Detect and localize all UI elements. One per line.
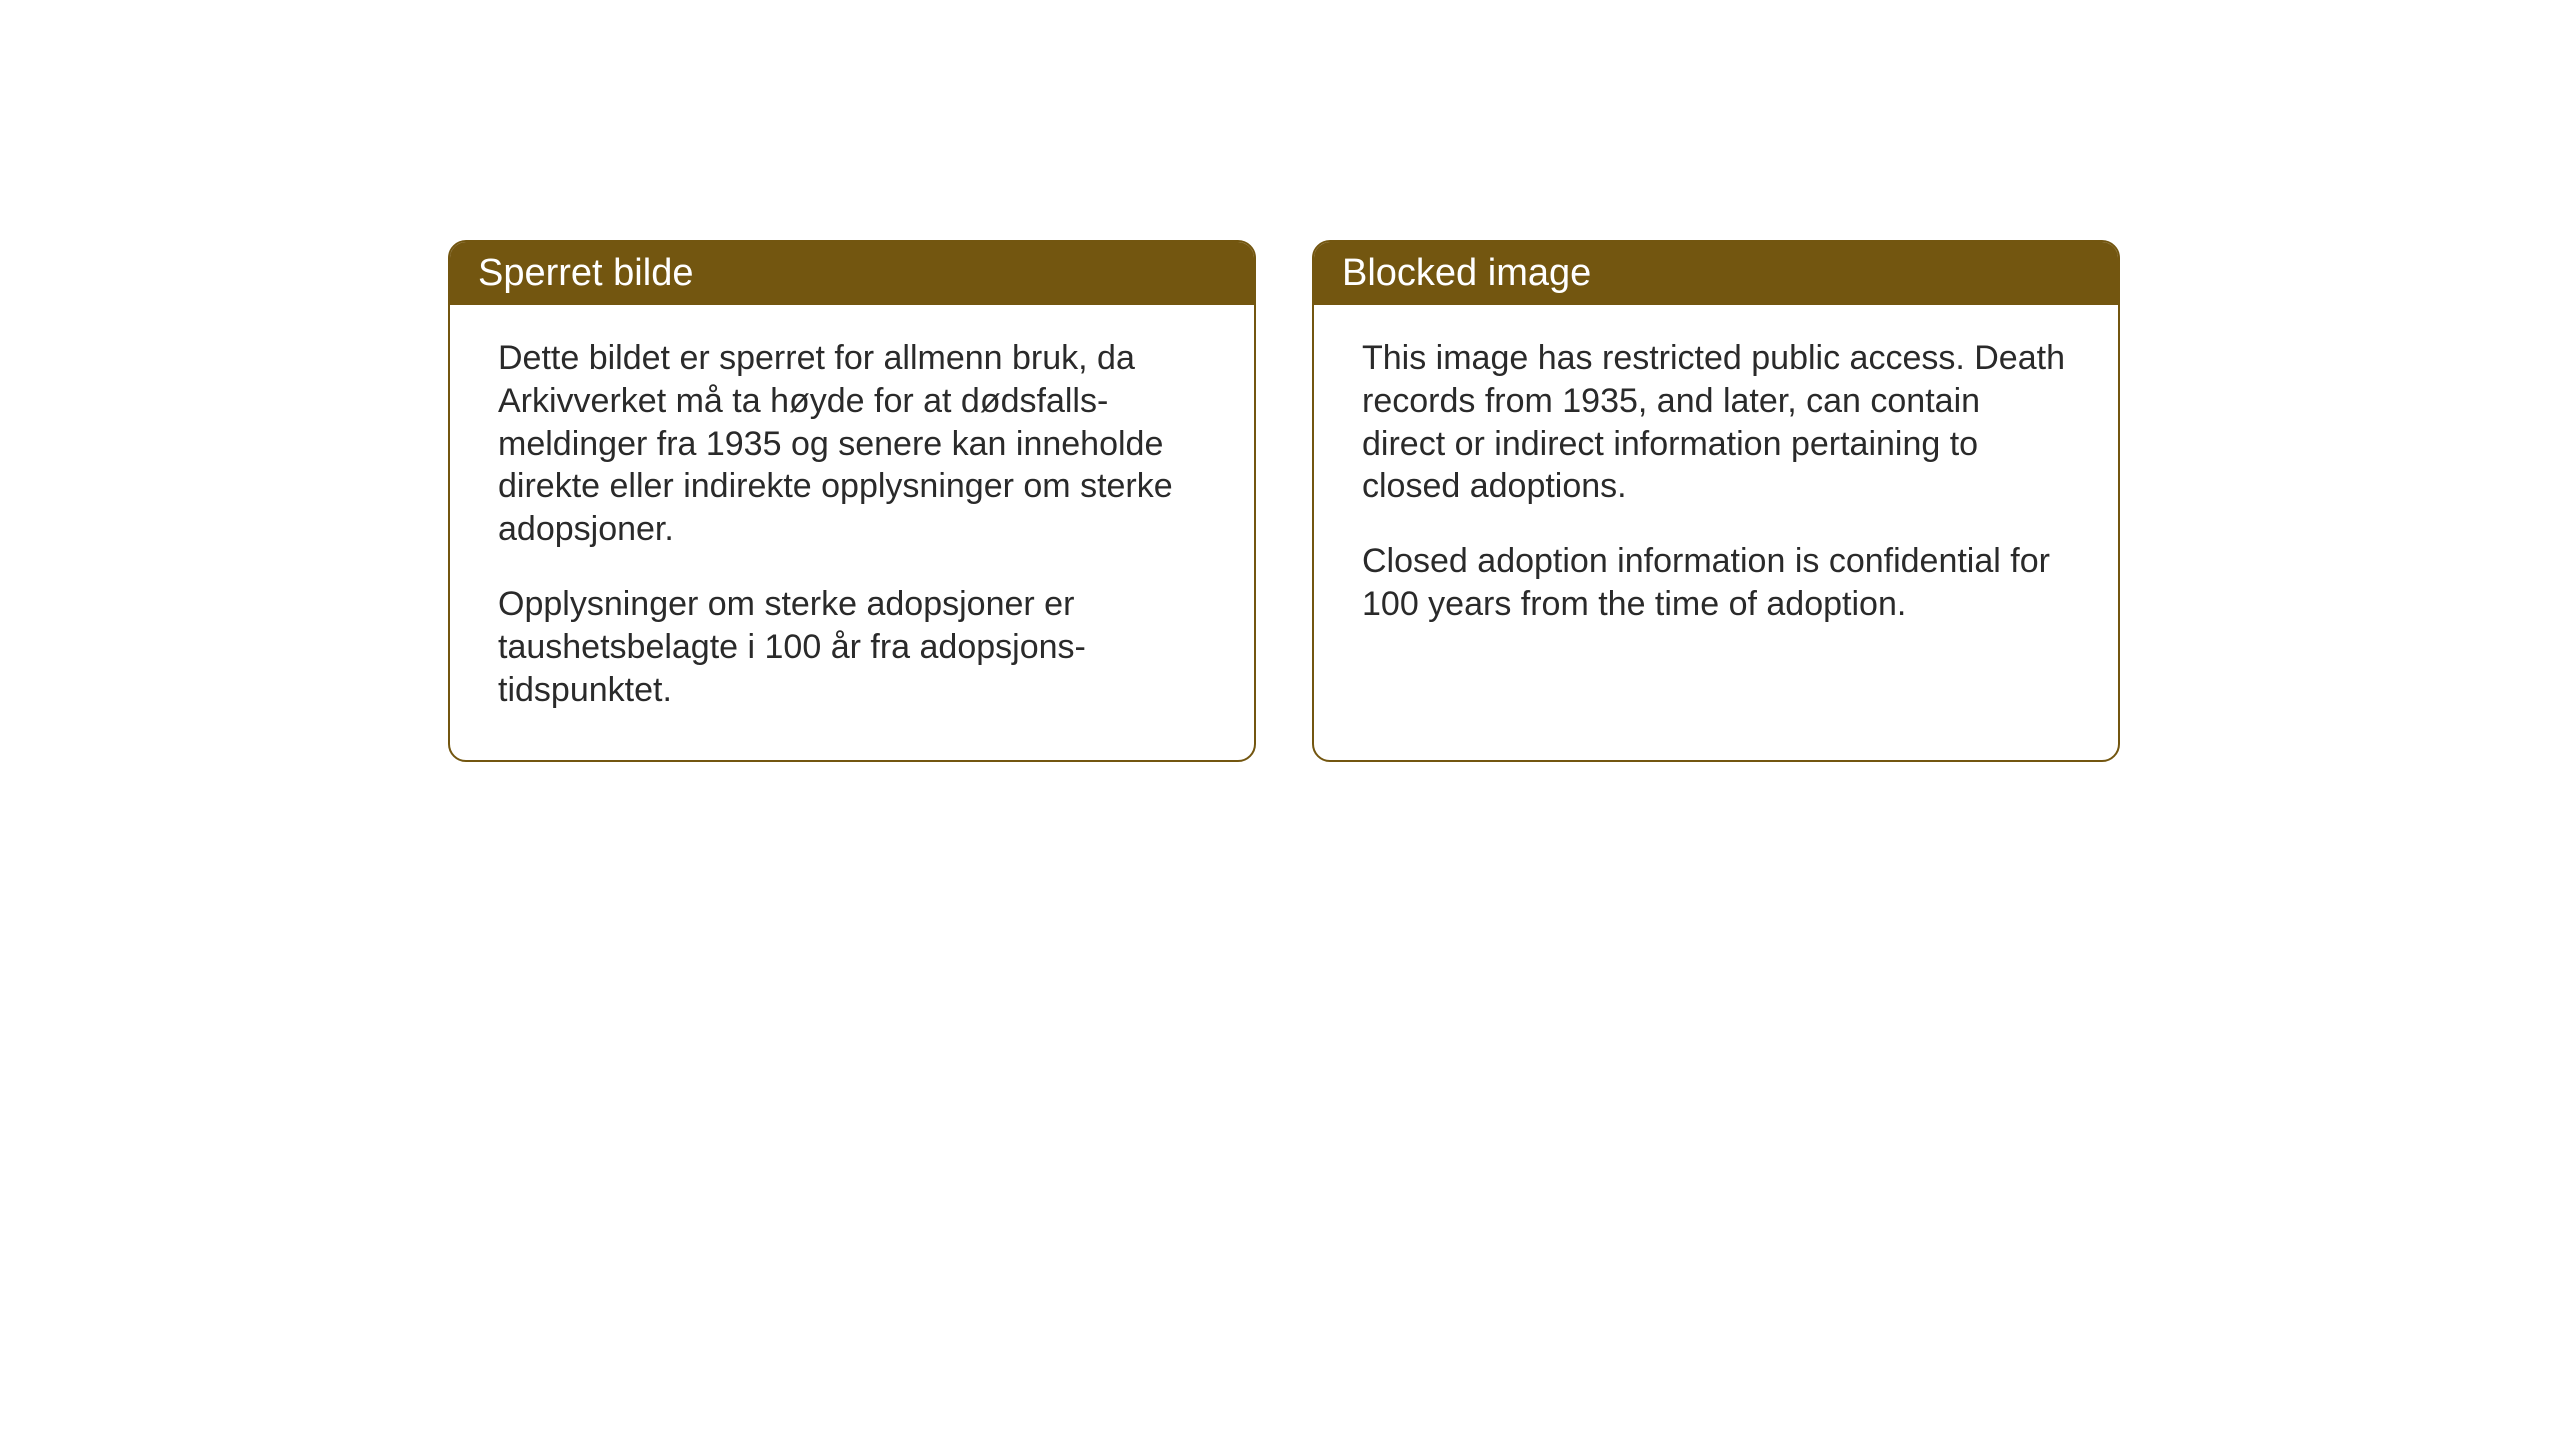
card-paragraph2-english: Closed adoption information is confident… xyxy=(1362,540,2070,626)
notice-container: Sperret bilde Dette bildet er sperret fo… xyxy=(448,240,2120,762)
card-body-english: This image has restricted public access.… xyxy=(1314,305,2118,674)
card-header-english: Blocked image xyxy=(1314,242,2118,305)
card-body-norwegian: Dette bildet er sperret for allmenn bruk… xyxy=(450,305,1254,760)
notice-card-norwegian: Sperret bilde Dette bildet er sperret fo… xyxy=(448,240,1256,762)
notice-card-english: Blocked image This image has restricted … xyxy=(1312,240,2120,762)
card-paragraph1-norwegian: Dette bildet er sperret for allmenn bruk… xyxy=(498,337,1206,551)
card-header-norwegian: Sperret bilde xyxy=(450,242,1254,305)
card-title-english: Blocked image xyxy=(1342,252,1591,294)
card-title-norwegian: Sperret bilde xyxy=(478,252,693,294)
card-paragraph2-norwegian: Opplysninger om sterke adopsjoner er tau… xyxy=(498,583,1206,711)
card-paragraph1-english: This image has restricted public access.… xyxy=(1362,337,2070,508)
